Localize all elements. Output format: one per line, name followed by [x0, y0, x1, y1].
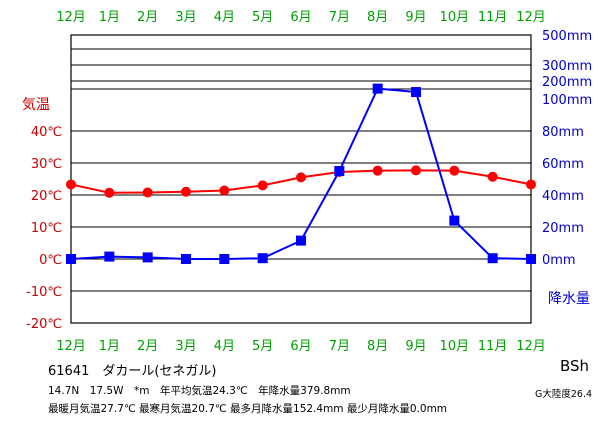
temperature-point [296, 172, 306, 183]
temperature-point [142, 187, 153, 198]
temperature-tick-label: -20℃ [26, 317, 62, 332]
precipitation-tick-label: 100mm [542, 93, 592, 108]
temperature-point [104, 187, 115, 198]
temperature-point [487, 171, 498, 182]
month-label-bottom: 10月 [440, 339, 470, 354]
month-label-bottom: 12月 [56, 339, 86, 354]
temperature-tick-label: 10℃ [31, 221, 62, 236]
month-label-top: 2月 [137, 10, 158, 25]
month-label-bottom: 7月 [329, 339, 350, 354]
precipitation-tick-label: 80mm [542, 125, 584, 140]
temperature-point [66, 179, 76, 190]
precipitation-tick-label: 300mm [542, 59, 592, 74]
precipitation-point [257, 253, 268, 264]
station-name: 61641 ダカール(セネガル) [48, 364, 217, 379]
temperature-tick-label: 20℃ [31, 189, 62, 204]
temperature-tick-label: 40℃ [31, 125, 62, 140]
temperature-point [372, 165, 383, 176]
month-label-bottom: 5月 [252, 339, 273, 354]
month-label-bottom: 8月 [367, 339, 388, 354]
month-label-top: 12月 [516, 10, 546, 25]
month-label-top: 4月 [214, 10, 235, 25]
precipitation-point [411, 87, 421, 98]
precipitation-point [449, 215, 460, 226]
continentality-index: G大陸度26.4 [535, 389, 593, 400]
precipitation-tick-label: 0mm [542, 253, 576, 268]
month-label-top: 1月 [99, 10, 120, 25]
temperature-axis: 気温 40℃ 30℃ 20℃ 10℃ 0℃ -10℃ -20℃ [22, 97, 62, 332]
month-label-top: 10月 [440, 10, 470, 25]
month-label-bottom: 1月 [99, 339, 120, 354]
month-label-bottom: 11月 [478, 339, 508, 354]
precipitation-tick-label: 60mm [542, 157, 584, 172]
precipitation-tick-label: 200mm [542, 75, 592, 90]
month-label-top: 3月 [175, 10, 196, 25]
precipitation-point [526, 254, 536, 264]
month-labels: 12月 1月 2月 3月 4月 5月 6月 7月 8月 9月 10月 11月 12月 12月 1月 2月 3月 4… [56, 10, 546, 354]
temperature-axis-title: 気温 [22, 97, 50, 113]
month-label-top: 12月 [56, 10, 86, 25]
precipitation-point [487, 253, 498, 264]
precipitation-point [104, 251, 115, 262]
month-label-bottom: 4月 [214, 339, 235, 354]
month-label-bottom: 6月 [290, 339, 311, 354]
temperature-point [219, 185, 230, 196]
month-label-top: 5月 [252, 10, 273, 25]
month-label-bottom: 9月 [405, 339, 426, 354]
precipitation-point [66, 254, 76, 264]
station-extremes: 最暖月気温27.7℃ 最寒月気温20.7℃ 最多月降水量152.4mm 最少月降… [48, 403, 448, 415]
temperature-series [66, 165, 536, 198]
month-label-top: 6月 [290, 10, 311, 25]
month-label-bottom: 2月 [137, 339, 158, 354]
month-label-top: 8月 [367, 10, 388, 25]
precipitation-tick-label: 40mm [542, 189, 584, 204]
station-summary: 14.7N 17.5W *m 年平均気温24.3℃ 年降水量379.8mm [48, 385, 351, 397]
precipitation-point [181, 254, 191, 264]
precipitation-axis-title: 降水量 [548, 291, 590, 307]
precipitation-point [142, 252, 153, 263]
month-label-top: 7月 [329, 10, 350, 25]
precipitation-point [372, 83, 383, 94]
month-label-bottom: 3月 [175, 339, 196, 354]
temperature-point [449, 165, 460, 176]
precipitation-point [219, 254, 230, 264]
month-label-top: 11月 [478, 10, 508, 25]
temperature-point [181, 186, 191, 197]
temperature-tick-label: -10℃ [26, 285, 62, 300]
temperature-tick-label: 30℃ [31, 157, 62, 172]
climate-class: BSh [560, 357, 590, 375]
precipitation-point [334, 166, 345, 176]
precipitation-series [66, 83, 536, 264]
precipitation-tick-label: 500mm [542, 29, 592, 44]
precipitation-point [296, 235, 306, 246]
plot-frame [70, 34, 532, 324]
temperature-point [411, 165, 421, 176]
temperature-tick-label: 0℃ [39, 253, 62, 268]
month-label-top: 9月 [405, 10, 426, 25]
precipitation-tick-label: 20mm [542, 221, 584, 236]
temperature-point [257, 180, 268, 191]
month-label-bottom: 12月 [516, 339, 546, 354]
temperature-point [526, 179, 536, 190]
